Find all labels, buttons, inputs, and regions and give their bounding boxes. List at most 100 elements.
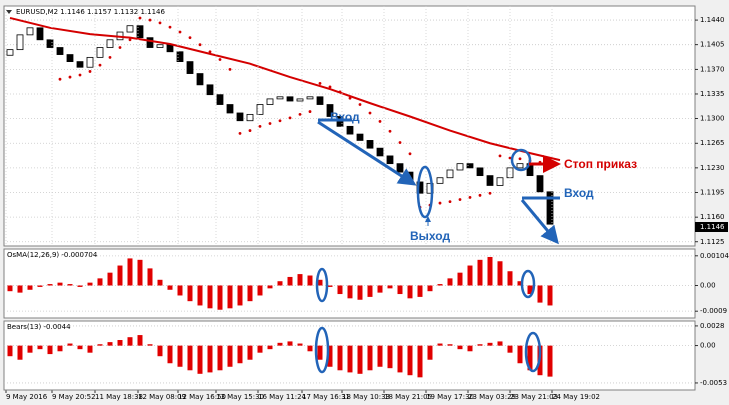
candle <box>6 49 14 56</box>
histogram-bar <box>157 279 163 286</box>
sar-dot <box>508 156 512 160</box>
x-tick-label: 17 May 16:31 <box>302 393 350 401</box>
candle <box>466 163 474 169</box>
sar-dot <box>298 112 302 116</box>
sar-dot <box>128 38 132 42</box>
sar-dot <box>448 200 452 204</box>
candle <box>346 125 354 135</box>
menu-icon <box>6 10 12 14</box>
histogram-bar <box>97 344 103 346</box>
candle <box>36 27 44 41</box>
histogram-bar <box>107 272 113 286</box>
histogram-bar <box>17 345 23 360</box>
candle <box>236 112 244 122</box>
histogram-bar <box>247 345 253 360</box>
candle <box>96 47 104 58</box>
histogram-bar <box>97 278 103 286</box>
candle <box>456 163 464 171</box>
histogram-bar <box>317 345 323 360</box>
histogram-bar <box>267 285 273 289</box>
histogram-bar <box>367 345 373 371</box>
histogram-bar <box>467 265 473 286</box>
sar-dot <box>178 30 182 34</box>
candle <box>146 37 154 48</box>
histogram-bar <box>257 345 263 353</box>
x-tick-label: 18 May 21:05 <box>384 393 432 401</box>
histogram-bar <box>7 345 13 357</box>
histogram-bar <box>127 337 133 346</box>
candle <box>356 133 364 141</box>
histogram-bar <box>207 285 213 309</box>
histogram-bar <box>197 285 203 306</box>
histogram-bar <box>137 259 143 286</box>
histogram-bar <box>27 285 33 290</box>
candle <box>216 94 224 105</box>
histogram-bar <box>47 284 53 286</box>
annotation: Стоп приказ <box>564 157 637 171</box>
x-tick-label: 9 May 20:52 <box>52 393 96 401</box>
histogram-bar <box>417 345 423 378</box>
candle <box>106 39 114 48</box>
candle <box>56 47 64 55</box>
histogram-bar <box>377 285 383 293</box>
histogram-bar <box>447 344 453 346</box>
histogram-bar <box>67 284 73 286</box>
histogram-bar <box>507 271 513 286</box>
histogram-bar <box>177 285 183 296</box>
histogram-bar <box>477 344 483 346</box>
annotation: Вход <box>330 110 360 124</box>
histogram-bar <box>47 345 53 355</box>
annotation: Вход <box>564 186 594 200</box>
sar-dot <box>408 152 412 156</box>
candle <box>286 96 294 102</box>
y-tick-label: 1.1265 <box>700 139 725 147</box>
candle <box>506 167 514 179</box>
histogram-bar <box>237 285 243 306</box>
histogram-bar <box>297 274 303 286</box>
histogram-bar <box>497 261 503 286</box>
candle <box>226 104 234 114</box>
candle <box>126 25 134 33</box>
candle <box>436 177 444 184</box>
sar-dot <box>78 73 82 77</box>
candle <box>16 34 24 51</box>
candle <box>256 104 264 115</box>
y-tick-label: 1.1440 <box>700 16 725 24</box>
histogram-bar <box>307 275 313 286</box>
y-tick-label: 0.00 <box>700 342 716 350</box>
histogram-bar <box>127 258 133 286</box>
y-tick-label: 1.1300 <box>700 115 725 123</box>
sar-dot <box>268 122 272 125</box>
y-tick-label: 0.0028 <box>700 322 725 330</box>
trend-arrow-2 <box>520 199 559 245</box>
annotation: Выход <box>410 229 450 243</box>
x-tick-label: 11 May 18:38 <box>95 393 143 401</box>
sar-dot <box>438 201 442 205</box>
histogram-bar <box>547 285 553 306</box>
candle <box>366 140 374 149</box>
sar-dot <box>358 103 362 106</box>
sar-dot <box>208 50 212 54</box>
histogram-bar <box>527 285 533 295</box>
bears-ellipse-2 <box>524 331 542 373</box>
sar-dot <box>468 196 472 199</box>
x-tick-label: 9 May 2016 <box>6 393 48 401</box>
candle <box>496 177 504 186</box>
y-tick-label: 1.1195 <box>700 189 725 197</box>
sar-dot <box>338 90 342 94</box>
pane-title: EURUSD,M2 1.1146 1.1157 1.1132 1.1146 <box>16 8 166 16</box>
histogram-bar <box>457 272 463 286</box>
histogram-bar <box>437 343 443 346</box>
candle <box>266 98 274 105</box>
histogram-bar <box>117 340 123 346</box>
histogram-bar <box>417 285 423 297</box>
histogram-bar <box>327 345 333 367</box>
histogram-bar <box>527 345 533 371</box>
sar-dot <box>378 120 382 123</box>
candle <box>186 61 194 74</box>
histogram-bar <box>197 345 203 374</box>
y-tick-label: 1.1405 <box>700 41 725 49</box>
candle <box>76 61 84 68</box>
